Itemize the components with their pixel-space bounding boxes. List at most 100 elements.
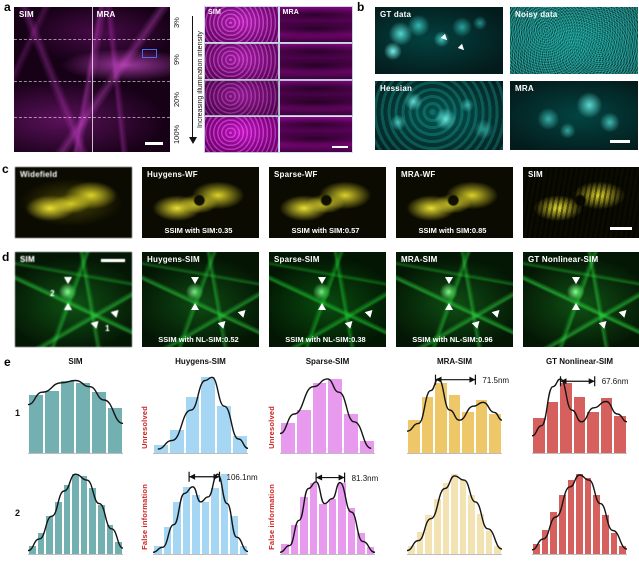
sim-c-image: SIM [523, 167, 639, 238]
histogram-bar [584, 478, 592, 554]
hessian-label: Hessian [380, 84, 413, 93]
histogram-bar [408, 545, 415, 554]
sparse-wf-ssim: SSIM with SIM:0.57 [291, 226, 360, 235]
gt-data-image: GT data [375, 7, 503, 74]
histogram-sparse-sim-2: 81.3nm False information [267, 470, 378, 555]
histogram-side-label: Unresolved [267, 406, 276, 449]
histogram-bar [92, 392, 107, 453]
intensity-label-100: 100% [172, 124, 181, 144]
histogram-sparse-sim-1: Unresolved [267, 375, 375, 454]
histogram-bar [108, 407, 122, 453]
huygens-wf-label: Huygens-WF [147, 170, 198, 179]
histogram-bar [60, 381, 75, 453]
intensity-label-9: 9% [172, 54, 181, 66]
sim-mra-divider [92, 7, 93, 152]
histogram-bar [29, 545, 36, 554]
histogram-fit-curve [157, 376, 249, 450]
histogram-bar [614, 415, 627, 453]
histogram-bar [80, 475, 88, 554]
histogram-bar [37, 533, 45, 554]
histogram-bar [230, 516, 238, 554]
histogram-bar [182, 486, 190, 554]
histogram-bar [98, 505, 105, 554]
row-label-1: 1 [15, 408, 21, 418]
histogram-mra-sim-2 [406, 470, 503, 555]
sparse-wf-label: Sparse-WF [274, 170, 318, 179]
panel-d-letter: d [2, 250, 10, 264]
distance-annotation-label: 71.5nm [482, 375, 510, 385]
histogram-bar [619, 545, 627, 554]
histogram-bar [587, 412, 599, 453]
histogram-bar [72, 474, 79, 554]
arrowhead-icon [598, 318, 610, 330]
mra-image: MRA [510, 81, 638, 150]
histogram-fit-curve [152, 471, 249, 553]
scale-bar [610, 140, 630, 143]
histogram-bar [217, 406, 232, 453]
arrowhead-icon [440, 33, 449, 43]
col-header-huygens-sim: Huygens-SIM [175, 357, 226, 366]
histogram-bar [485, 531, 493, 554]
histogram-bar [89, 488, 97, 554]
scale-bar [610, 227, 632, 230]
histogram-fit-curve [279, 378, 372, 449]
histogram-bar [328, 378, 343, 453]
noisy-data-label: Noisy data [515, 10, 558, 19]
mra-sim-ssim: SSIM with NL-SIM:0.96 [412, 335, 493, 344]
arrowhead-icon [237, 307, 249, 318]
panel-a-mra-label: MRA [96, 10, 116, 19]
noisy-data-image: Noisy data [510, 7, 638, 74]
gt-data-label: GT data [380, 10, 412, 19]
histogram-bar [408, 420, 420, 453]
histogram-bar [477, 513, 484, 554]
intensity-label-20: 20% [172, 91, 181, 107]
arrowhead-icon [191, 276, 200, 284]
histogram-bar [451, 474, 458, 554]
arrowhead-icon [90, 318, 102, 330]
histogram-fit-curve [27, 379, 124, 425]
histogram-bar [576, 474, 583, 554]
histogram-bar [610, 533, 618, 554]
arrowhead-icon [445, 276, 454, 284]
histogram-bar [593, 495, 601, 554]
intensity-band-divider [14, 117, 170, 118]
zoom-cell-mra-3: MRA [278, 6, 353, 43]
histogram-bar [296, 410, 311, 453]
distance-annotation-label: 81.3nm [351, 473, 379, 483]
histogram-huygens-sim-1: Unresolved [140, 375, 249, 454]
histogram-side-label: False information [140, 484, 149, 550]
sparse-wf-image: Sparse-WF SSIM with SIM:0.57 [269, 167, 386, 238]
grid-sim-label: SIM [208, 9, 222, 16]
roi-box [142, 49, 157, 58]
histogram-bar [560, 382, 572, 453]
col-header-gt-nonlinear-sim: GT Nonlinear-SIM [545, 357, 614, 366]
histogram-bar [475, 399, 488, 453]
histogram-bar [220, 474, 228, 554]
arrowhead-icon [458, 43, 467, 53]
zoom-cell-mra-20 [278, 79, 353, 117]
histogram-bar [290, 524, 298, 554]
histogram-gt-nonlinear-sim-1: 67.6nm [531, 375, 628, 454]
arrowhead-icon [445, 303, 454, 311]
histogram-bar [300, 496, 308, 554]
histogram-bar [76, 382, 91, 453]
arrowhead-icon [318, 303, 327, 311]
histogram-fit-curve [27, 473, 124, 552]
arrowhead-icon [471, 318, 483, 330]
panel-a-letter: a [4, 0, 11, 14]
arrowhead-icon [191, 303, 200, 311]
histogram-bar [425, 515, 432, 554]
col-header-mra-sim: MRA-SIM [436, 357, 473, 366]
arrowhead-icon [64, 303, 73, 311]
histogram-bar [115, 542, 123, 554]
histogram-bar [442, 482, 450, 554]
histogram-bar [169, 429, 184, 453]
histogram-bar [338, 482, 346, 554]
histogram-bar [600, 398, 613, 453]
histogram-bar [602, 515, 609, 554]
widefield-label: Widefield [20, 170, 58, 179]
histogram-fit-curve [531, 376, 628, 437]
histogram-fit-curve [279, 472, 376, 553]
mra-label: MRA [515, 84, 534, 93]
